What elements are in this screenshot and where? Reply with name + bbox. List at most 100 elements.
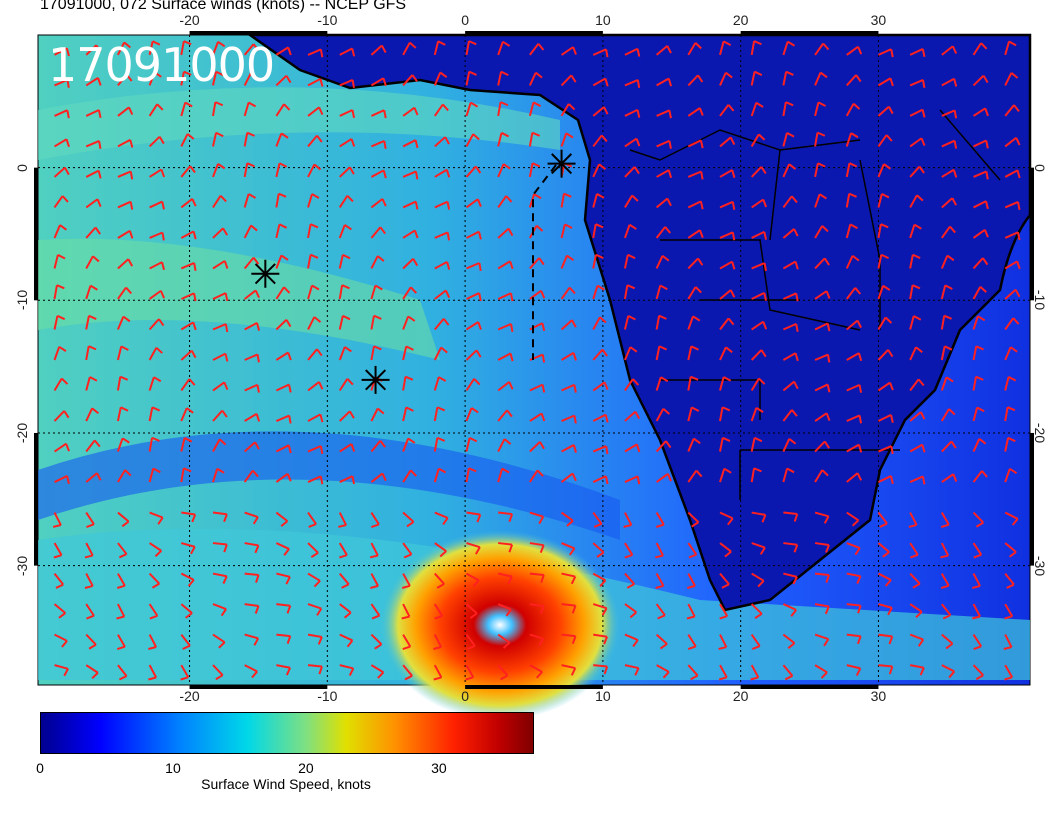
left-axis-label: 0 bbox=[14, 163, 30, 172]
wind-barb bbox=[243, 162, 255, 178]
wind-barb bbox=[592, 572, 607, 587]
wind-barb bbox=[877, 572, 892, 587]
wind-barb bbox=[782, 633, 796, 649]
wind-barb bbox=[370, 44, 387, 56]
wind-barb bbox=[339, 410, 355, 422]
wind-barb bbox=[751, 198, 768, 209]
wind-barb bbox=[339, 47, 356, 57]
wind-barb bbox=[686, 603, 696, 620]
wind-barb bbox=[307, 284, 320, 300]
colorbar bbox=[40, 712, 534, 754]
colorbar-tick-label: 30 bbox=[431, 760, 447, 776]
wind-barb bbox=[1004, 664, 1014, 681]
wind-barb bbox=[846, 383, 863, 393]
wind-barb bbox=[909, 315, 922, 330]
wind-barb bbox=[275, 286, 291, 300]
wind-barb bbox=[814, 383, 831, 393]
wind-barb bbox=[433, 603, 444, 620]
wind-barb bbox=[465, 321, 482, 331]
wind-barb bbox=[529, 412, 546, 422]
wind-barb bbox=[655, 284, 668, 300]
wind-barb bbox=[624, 443, 641, 453]
wind-barb bbox=[528, 71, 543, 86]
wind-barb bbox=[212, 195, 227, 208]
wind-barb bbox=[941, 664, 956, 679]
wind-barb bbox=[370, 169, 387, 179]
wind-barb bbox=[908, 512, 918, 528]
wind-barb bbox=[212, 467, 225, 483]
wind-barb bbox=[972, 228, 989, 239]
wind-barb bbox=[212, 603, 227, 617]
wind-barb bbox=[497, 603, 512, 617]
wind-barb bbox=[53, 603, 66, 619]
wind-barb bbox=[434, 200, 451, 210]
wind-barb bbox=[465, 70, 477, 86]
wind-barb bbox=[782, 132, 795, 147]
wind-barb bbox=[655, 573, 665, 589]
wind-barb bbox=[339, 633, 354, 648]
wind-barb bbox=[85, 376, 98, 391]
wind-barb bbox=[846, 74, 862, 87]
wind-barb bbox=[972, 107, 989, 117]
wind-barb bbox=[877, 316, 893, 330]
wind-barb bbox=[149, 289, 165, 300]
wind-barb bbox=[782, 409, 798, 422]
wind-barb bbox=[339, 475, 356, 485]
wind-barb bbox=[561, 664, 577, 676]
wind-barb bbox=[497, 467, 510, 483]
wind-barb bbox=[339, 443, 356, 453]
wind-barb bbox=[84, 542, 94, 559]
wind-barb bbox=[1004, 511, 1019, 526]
wind-barb bbox=[402, 41, 417, 56]
wind-barb bbox=[212, 381, 229, 392]
wind-barb bbox=[53, 314, 66, 330]
colorbar-tick-label: 0 bbox=[36, 760, 44, 776]
wind-barb bbox=[244, 511, 259, 525]
wind-barb bbox=[1004, 260, 1021, 270]
wind-barb bbox=[244, 412, 261, 422]
wind-barb bbox=[497, 572, 513, 585]
wind-barb bbox=[592, 542, 605, 558]
wind-barb bbox=[846, 572, 862, 584]
wind-barb bbox=[434, 136, 450, 148]
wind-barb bbox=[85, 439, 101, 453]
wind-barb bbox=[497, 409, 513, 422]
wind-barb bbox=[909, 475, 926, 485]
wind-barb bbox=[116, 406, 129, 422]
wind-barb bbox=[655, 254, 670, 269]
wind-barb bbox=[243, 469, 259, 483]
wind-barb bbox=[972, 438, 987, 452]
wind-barb bbox=[624, 603, 637, 619]
wind-barb bbox=[783, 542, 799, 553]
wind-barb bbox=[338, 572, 350, 589]
wind-barb bbox=[941, 225, 956, 239]
wind-barb bbox=[307, 253, 319, 269]
right-tick-bar bbox=[1030, 432, 1034, 566]
wind-barb bbox=[466, 572, 480, 587]
wind-barb bbox=[529, 572, 545, 583]
wind-barb bbox=[560, 511, 574, 527]
wind-barb bbox=[1004, 436, 1016, 452]
wind-barbs bbox=[52, 40, 1021, 681]
wind-barb bbox=[528, 162, 541, 178]
wind-barb bbox=[338, 378, 354, 392]
wind-barb bbox=[973, 139, 989, 149]
wind-barb bbox=[528, 131, 541, 147]
top-tick-bar bbox=[189, 31, 328, 35]
wind-barb bbox=[275, 46, 292, 56]
wind-barb bbox=[940, 254, 955, 269]
wind-barb bbox=[687, 511, 700, 528]
wind-barb bbox=[750, 133, 766, 147]
wind-barb bbox=[465, 407, 479, 422]
wind-barb bbox=[561, 572, 577, 585]
wind-barb bbox=[85, 633, 97, 650]
wind-barb bbox=[972, 285, 987, 300]
wind-barb bbox=[750, 40, 762, 56]
wind-barb bbox=[624, 378, 640, 392]
wind-barb bbox=[751, 230, 768, 240]
wind-barb bbox=[212, 70, 224, 86]
wind-barb bbox=[972, 315, 986, 330]
right-axis-label: -20 bbox=[1032, 422, 1048, 444]
wind-barb bbox=[85, 44, 102, 56]
wind-barb bbox=[212, 41, 226, 56]
